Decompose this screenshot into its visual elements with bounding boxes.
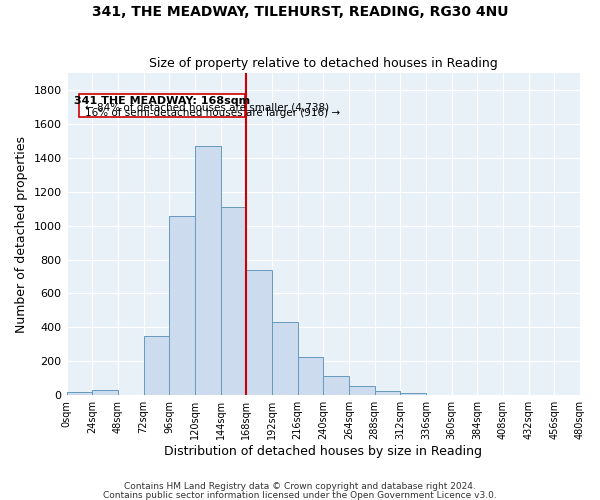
Text: ← 84% of detached houses are smaller (4,738): ← 84% of detached houses are smaller (4,… xyxy=(85,102,329,112)
Text: 341, THE MEADWAY, TILEHURST, READING, RG30 4NU: 341, THE MEADWAY, TILEHURST, READING, RG… xyxy=(92,5,508,19)
Title: Size of property relative to detached houses in Reading: Size of property relative to detached ho… xyxy=(149,56,497,70)
Bar xyxy=(272,322,298,395)
Text: 341 THE MEADWAY: 168sqm: 341 THE MEADWAY: 168sqm xyxy=(74,96,250,106)
Bar xyxy=(400,393,426,395)
Text: 16% of semi-detached houses are larger (916) →: 16% of semi-detached houses are larger (… xyxy=(85,108,340,118)
Bar xyxy=(221,207,246,395)
Bar xyxy=(169,216,195,395)
Y-axis label: Number of detached properties: Number of detached properties xyxy=(15,136,28,332)
Bar xyxy=(92,390,118,395)
FancyBboxPatch shape xyxy=(79,94,245,118)
Bar xyxy=(143,336,169,395)
Bar xyxy=(246,270,272,395)
Bar xyxy=(323,376,349,395)
Text: Contains HM Land Registry data © Crown copyright and database right 2024.: Contains HM Land Registry data © Crown c… xyxy=(124,482,476,491)
Bar xyxy=(195,146,221,395)
Bar xyxy=(67,392,92,395)
Text: Contains public sector information licensed under the Open Government Licence v3: Contains public sector information licen… xyxy=(103,490,497,500)
Bar xyxy=(298,357,323,395)
Bar xyxy=(374,390,400,395)
Bar xyxy=(349,386,374,395)
X-axis label: Distribution of detached houses by size in Reading: Distribution of detached houses by size … xyxy=(164,444,482,458)
